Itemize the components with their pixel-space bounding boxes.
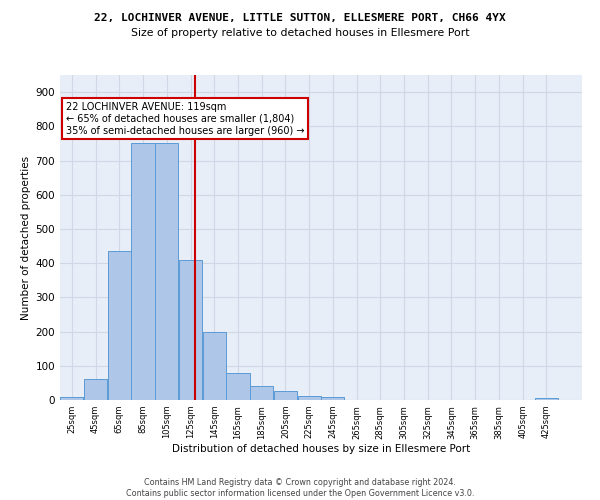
Bar bbox=[131, 144, 155, 400]
Bar bbox=[535, 398, 558, 400]
Bar bbox=[321, 398, 344, 400]
Bar bbox=[108, 251, 131, 400]
Bar bbox=[60, 396, 83, 400]
Text: Size of property relative to detached houses in Ellesmere Port: Size of property relative to detached ho… bbox=[131, 28, 469, 38]
Bar bbox=[274, 392, 297, 400]
X-axis label: Distribution of detached houses by size in Ellesmere Port: Distribution of detached houses by size … bbox=[172, 444, 470, 454]
Y-axis label: Number of detached properties: Number of detached properties bbox=[22, 156, 31, 320]
Text: 22, LOCHINVER AVENUE, LITTLE SUTTON, ELLESMERE PORT, CH66 4YX: 22, LOCHINVER AVENUE, LITTLE SUTTON, ELL… bbox=[94, 12, 506, 22]
Bar bbox=[155, 144, 178, 400]
Bar bbox=[84, 380, 107, 400]
Bar bbox=[203, 332, 226, 400]
Text: Contains HM Land Registry data © Crown copyright and database right 2024.
Contai: Contains HM Land Registry data © Crown c… bbox=[126, 478, 474, 498]
Text: 22 LOCHINVER AVENUE: 119sqm
← 65% of detached houses are smaller (1,804)
35% of : 22 LOCHINVER AVENUE: 119sqm ← 65% of det… bbox=[66, 102, 304, 136]
Bar bbox=[179, 260, 202, 400]
Bar bbox=[226, 374, 250, 400]
Bar bbox=[250, 386, 273, 400]
Bar bbox=[298, 396, 321, 400]
